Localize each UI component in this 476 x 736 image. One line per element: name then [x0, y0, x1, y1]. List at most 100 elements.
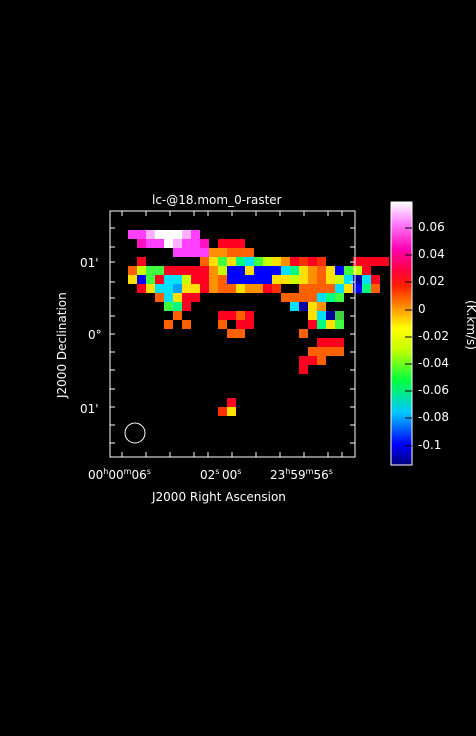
raster-pixel	[299, 275, 308, 284]
raster-pixel	[290, 266, 299, 275]
raster-pixel	[227, 248, 236, 257]
raster-pixel	[353, 284, 362, 293]
raster-pixel	[281, 275, 290, 284]
colorbar-tick-label: -0.04	[418, 356, 450, 370]
raster-pixel	[362, 284, 371, 293]
raster-pixel	[164, 302, 173, 311]
raster-pixel	[218, 275, 227, 284]
raster-pixel	[218, 248, 227, 257]
colorbar-tick-label: -0.02	[418, 329, 450, 343]
y-tick-label: 01'	[80, 256, 99, 270]
raster-pixel	[128, 275, 137, 284]
raster-pixel	[263, 284, 272, 293]
raster-pixel	[200, 266, 209, 275]
raster-pixel	[326, 347, 335, 356]
raster-pixel	[182, 248, 191, 257]
colorbar-tick-label: 0.04	[418, 247, 445, 261]
raster-pixel	[164, 293, 173, 302]
raster-pixel	[317, 320, 326, 329]
raster-pixel	[371, 257, 380, 266]
raster-pixel	[227, 275, 236, 284]
x-tick-label: 00h00m06s	[88, 467, 151, 482]
raster-pixel	[299, 356, 308, 365]
raster-pixel	[164, 266, 173, 275]
raster-pixel	[227, 239, 236, 248]
raster-pixel	[200, 257, 209, 266]
raster-pixel	[326, 284, 335, 293]
raster-pixel	[182, 266, 191, 275]
raster-pixel	[191, 239, 200, 248]
raster-pixel	[353, 275, 362, 284]
raster-pixel	[173, 275, 182, 284]
colorbar-tick-label: -0.1	[418, 438, 442, 452]
raster-pixel	[263, 275, 272, 284]
raster-pixel	[191, 275, 200, 284]
raster-pixel	[245, 266, 254, 275]
raster-pixel	[173, 248, 182, 257]
raster-pixel	[362, 275, 371, 284]
raster-pixel	[317, 284, 326, 293]
colorbar	[390, 201, 413, 466]
x-tick-label: 23h59m56s	[270, 467, 333, 482]
raster-pixel	[236, 257, 245, 266]
raster-pixel	[290, 257, 299, 266]
raster-pixel	[245, 320, 254, 329]
y-tick-label: 0°	[88, 328, 102, 342]
y-tick-label: 01'	[80, 402, 99, 416]
raster-pixel	[128, 230, 137, 239]
raster-pixel	[137, 266, 146, 275]
raster-pixel	[272, 284, 281, 293]
raster-pixel	[254, 257, 263, 266]
raster-pixel	[236, 239, 245, 248]
raster-pixel	[155, 293, 164, 302]
raster-pixel	[263, 266, 272, 275]
raster-pixel	[227, 284, 236, 293]
raster-pixel	[137, 239, 146, 248]
raster-pixel	[308, 293, 317, 302]
raster-pixel	[299, 266, 308, 275]
raster-pixel	[326, 320, 335, 329]
y-axis-label: J2000 Declination	[55, 292, 69, 398]
raster-pixel	[317, 356, 326, 365]
raster-pixel	[353, 257, 362, 266]
raster-pixel	[236, 311, 245, 320]
raster-pixel	[290, 302, 299, 311]
raster-pixel	[335, 284, 344, 293]
raster-pixel	[173, 239, 182, 248]
raster-pixel	[290, 275, 299, 284]
raster-pixel	[281, 293, 290, 302]
raster-pixel	[155, 230, 164, 239]
raster-pixel	[344, 275, 353, 284]
raster-pixel	[317, 266, 326, 275]
raster-pixel	[137, 275, 146, 284]
raster-pixel	[182, 239, 191, 248]
raster-pixel	[218, 311, 227, 320]
raster-pixel	[317, 347, 326, 356]
raster-pixel	[227, 257, 236, 266]
raster-pixel	[317, 302, 326, 311]
raster-pixel	[335, 311, 344, 320]
raster-pixel	[299, 329, 308, 338]
raster-pixel	[191, 284, 200, 293]
raster-pixel	[146, 230, 155, 239]
raster-pixel	[182, 293, 191, 302]
colorbar-tick-label: 0.06	[418, 220, 445, 234]
raster-pixel	[218, 407, 227, 416]
raster-pixel	[173, 302, 182, 311]
raster-pixel	[335, 320, 344, 329]
raster-pixel	[281, 266, 290, 275]
colorbar-tick-label: 0.02	[418, 274, 445, 288]
raster-pixel	[335, 347, 344, 356]
raster-pixel	[308, 311, 317, 320]
raster-pixel	[254, 275, 263, 284]
raster-pixel	[317, 338, 326, 347]
raster-pixel	[272, 257, 281, 266]
raster-pixel	[137, 257, 146, 266]
raster-pixel	[218, 266, 227, 275]
raster-pixel	[317, 311, 326, 320]
raster-pixel	[308, 275, 317, 284]
raster-pixel	[182, 275, 191, 284]
raster-pixel	[146, 284, 155, 293]
raster-pixel	[128, 266, 137, 275]
